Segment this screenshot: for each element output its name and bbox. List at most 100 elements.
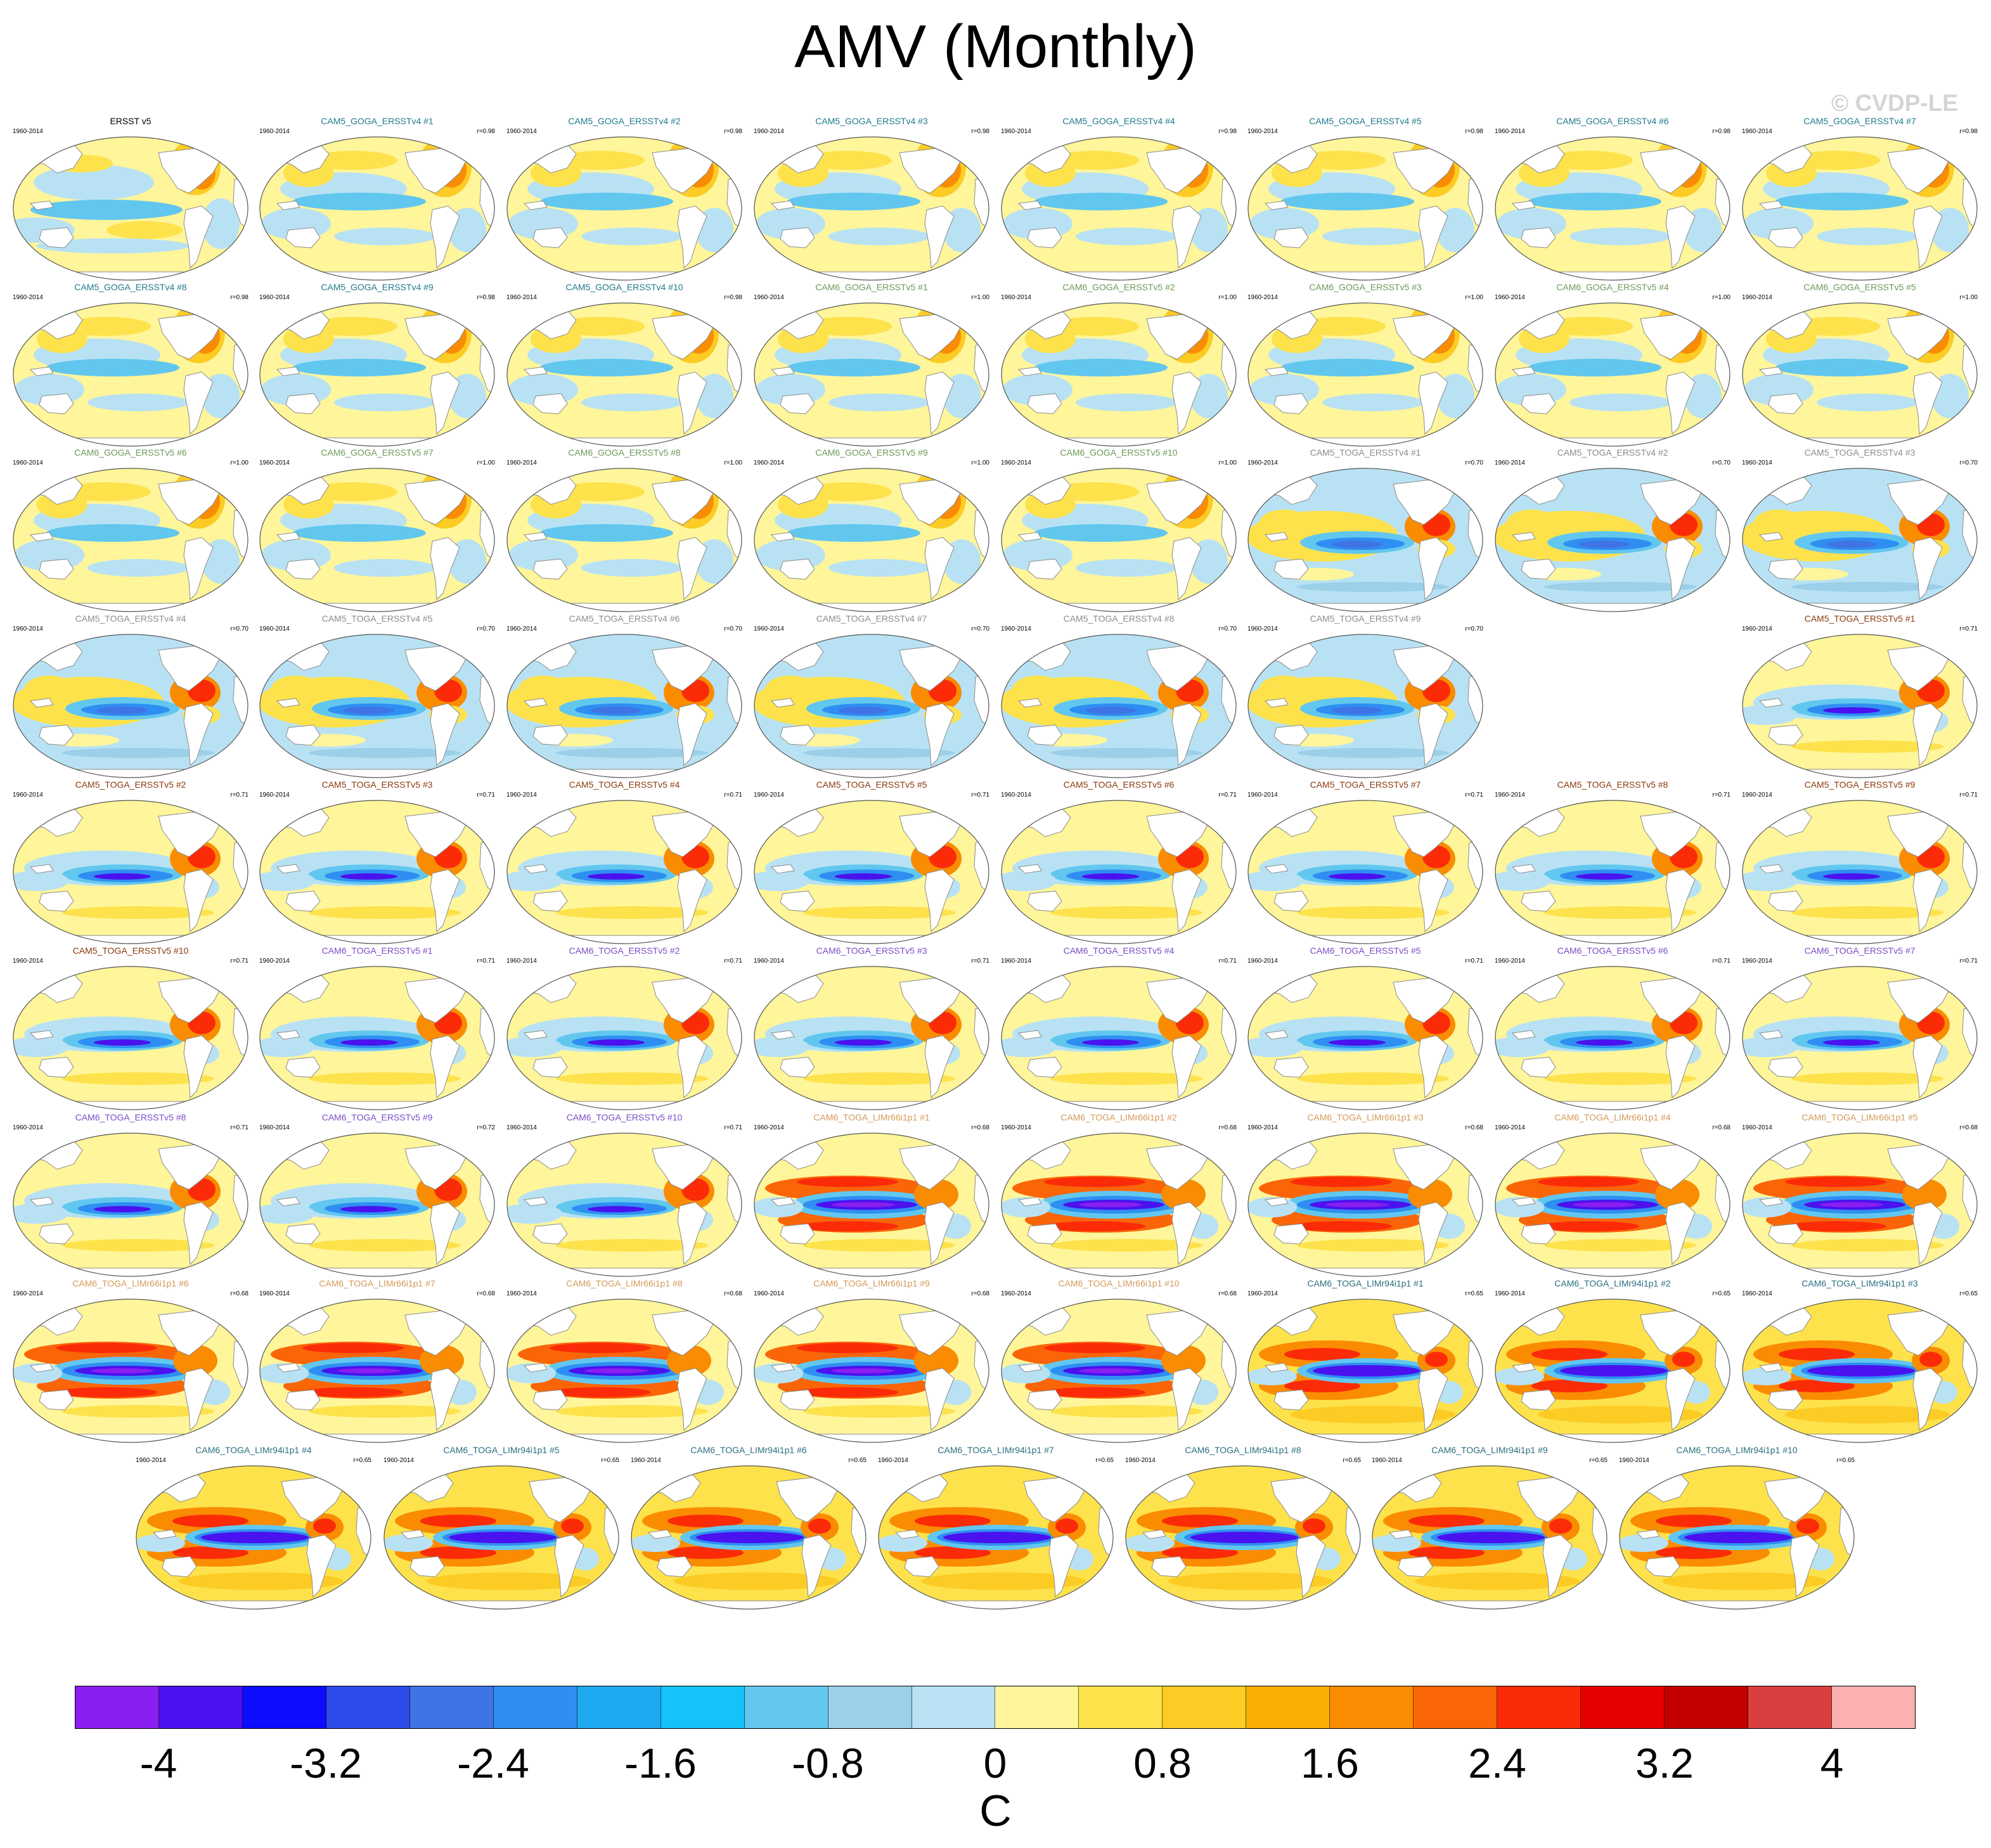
colorbar-swatch: [912, 1686, 996, 1728]
panel-title: CAM5_GOGA_ERSSTv4 #1: [321, 116, 434, 126]
panel-correlation: r=0.68: [724, 1290, 742, 1297]
map-panel: CAM6_TOGA_ERSSTv5 #4 1960-2014 r=0.71: [1000, 946, 1238, 1112]
panel-title: CAM6_TOGA_LIMr94i1p1 #2: [1554, 1278, 1671, 1288]
map-panel: CAM5_TOGA_ERSSTv4 #8 1960-2014 r=0.70: [1000, 613, 1238, 780]
panel-period: 1960-2014: [1247, 294, 1278, 301]
panel-title: CAM5_TOGA_ERSSTv5 #1: [1804, 613, 1916, 624]
panel-correlation: r=0.68: [971, 1290, 989, 1297]
colorbar-swatch: [1079, 1686, 1163, 1728]
panel-title: CAM5_TOGA_ERSSTv4 #5: [321, 613, 433, 624]
panel-period: 1960-2014: [1001, 1124, 1031, 1131]
map-globe: [1247, 800, 1483, 944]
panel-title: CAM6_TOGA_LIMr66i1p1 #7: [319, 1278, 435, 1288]
panel-title: CAM5_GOGA_ERSSTv4 #3: [815, 116, 928, 126]
panel-title: CAM5_GOGA_ERSSTv4 #2: [568, 116, 681, 126]
panel-period: 1960-2014: [1495, 459, 1525, 466]
panel-correlation: r=0.65: [1095, 1457, 1114, 1464]
map-panel: CAM5_TOGA_ERSSTv4 #3 1960-2014 r=0.70: [1741, 447, 1979, 613]
panel-title: CAM6_GOGA_ERSSTv5 #10: [1060, 447, 1178, 458]
panel-title: CAM5_TOGA_ERSSTv5 #7: [1310, 780, 1421, 790]
map-globe: [1742, 468, 1978, 612]
map-globe: [754, 966, 989, 1110]
map-globe: [13, 800, 248, 944]
panel-title: CAM6_TOGA_ERSSTv5 #9: [321, 1112, 433, 1122]
colorbar-tick: 1.6: [1301, 1740, 1359, 1787]
panel-period: 1960-2014: [1001, 1290, 1031, 1297]
colorbar-swatch: [409, 1686, 494, 1728]
map-panel: CAM5_GOGA_ERSSTv4 #3 1960-2014 r=0.98: [752, 116, 991, 282]
panel-title: CAM5_TOGA_ERSSTv4 #2: [1557, 447, 1668, 458]
map-globe: [1495, 800, 1730, 944]
panel-correlation: r=0.71: [971, 958, 989, 965]
panel-correlation: r=0.98: [230, 294, 248, 301]
panel-correlation: r=0.71: [230, 958, 248, 965]
colorbar-swatch: [1748, 1686, 1833, 1728]
panel-title: CAM6_GOGA_ERSSTv5 #1: [815, 282, 928, 292]
panel-correlation: r=0.68: [477, 1290, 495, 1297]
panel-title: CAM6_TOGA_LIMr94i1p1 #7: [938, 1445, 1054, 1455]
panel-period: 1960-2014: [383, 1457, 414, 1464]
map-panel: CAM6_TOGA_ERSSTv5 #7 1960-2014 r=0.71: [1741, 946, 1979, 1112]
map-globe: [383, 1465, 619, 1610]
panel-correlation: r=0.68: [1218, 1124, 1237, 1131]
map-panel: CAM6_TOGA_ERSSTv5 #3 1960-2014 r=0.71: [752, 946, 991, 1112]
map-panel: CAM6_TOGA_ERSSTv5 #1 1960-2014 r=0.71: [258, 946, 496, 1112]
panel-title: CAM6_TOGA_LIMr94i1p1 #8: [1185, 1445, 1301, 1455]
panel-period: 1960-2014: [13, 792, 43, 799]
panel-title: CAM6_GOGA_ERSSTv5 #5: [1803, 282, 1916, 292]
colorbar-tick: -4: [139, 1740, 177, 1787]
colorbar-swatch: [1665, 1686, 1749, 1728]
panel-title: CAM6_TOGA_LIMr66i1p1 #8: [566, 1278, 683, 1288]
map-globe: [878, 1465, 1114, 1610]
panel-title: CAM6_TOGA_LIMr66i1p1 #6: [72, 1278, 189, 1288]
map-globe: [259, 800, 495, 944]
panel-period: 1960-2014: [1247, 792, 1278, 799]
panel-period: 1960-2014: [1125, 1457, 1156, 1464]
panel-title: CAM6_TOGA_LIMr66i1p1 #4: [1554, 1112, 1671, 1122]
panel-correlation: r=0.70: [1465, 626, 1483, 632]
panel-correlation: r=0.98: [477, 294, 495, 301]
panel-period: 1960-2014: [506, 626, 537, 632]
panel-period: 1960-2014: [1495, 958, 1525, 965]
map-panel: CAM5_TOGA_ERSSTv4 #7 1960-2014 r=0.70: [752, 613, 991, 780]
panel-period: 1960-2014: [1001, 626, 1031, 632]
panel-correlation: r=0.70: [1712, 459, 1730, 466]
panel-correlation: r=0.68: [230, 1290, 248, 1297]
panel-title: CAM5_GOGA_ERSSTv4 #9: [321, 282, 434, 292]
map-panel: CAM5_TOGA_ERSSTv5 #6 1960-2014 r=0.71: [1000, 780, 1238, 946]
map-globe: [1495, 468, 1730, 612]
panel-title: CAM6_TOGA_ERSSTv5 #4: [1063, 946, 1175, 956]
panel-period: 1960-2014: [506, 294, 537, 301]
map-panel: CAM6_GOGA_ERSSTv5 #7 1960-2014 r=1.00: [258, 447, 496, 613]
panel-title: CAM6_TOGA_LIMr94i1p1 #4: [195, 1445, 312, 1455]
map-globe: [1495, 302, 1730, 447]
panel-correlation: r=0.70: [477, 626, 495, 632]
panel-title: CAM6_TOGA_LIMr94i1p1 #1: [1307, 1278, 1424, 1288]
map-globe: [506, 136, 742, 281]
map-globe: [1742, 800, 1978, 944]
panel-correlation: r=0.71: [477, 792, 495, 799]
colorbar-swatch: [744, 1686, 828, 1728]
panel-correlation: r=1.00: [971, 459, 989, 466]
panel-title: CAM6_GOGA_ERSSTv5 #6: [74, 447, 187, 458]
map-panel: CAM5_GOGA_ERSSTv4 #10 1960-2014 r=0.98: [505, 282, 744, 448]
watermark: © CVDP-LE: [1831, 90, 1958, 116]
panel-period: 1960-2014: [1742, 294, 1772, 301]
map-globe: [259, 136, 495, 281]
map-globe: [754, 634, 989, 778]
panel-title: CAM5_TOGA_ERSSTv4 #6: [569, 613, 680, 624]
panel-period: 1960-2014: [1495, 1290, 1525, 1297]
map-panel: CAM6_TOGA_LIMr94i1p1 #9 1960-2014 r=0.65: [1370, 1445, 1609, 1611]
panel-period: 1960-2014: [1372, 1457, 1402, 1464]
panel-period: 1960-2014: [1247, 958, 1278, 965]
panel-correlation: r=0.71: [1218, 958, 1237, 965]
map-panel: CAM5_TOGA_ERSSTv5 #2 1960-2014 r=0.71: [11, 780, 250, 946]
panel-title: CAM5_TOGA_ERSSTv5 #5: [816, 780, 927, 790]
map-panel: CAM6_TOGA_LIMr66i1p1 #4 1960-2014 r=0.68: [1493, 1112, 1732, 1278]
panel-correlation: r=0.71: [230, 1124, 248, 1131]
map-panel: CAM6_GOGA_ERSSTv5 #10 1960-2014 r=1.00: [1000, 447, 1238, 613]
map-globe: [1495, 1133, 1730, 1277]
map-globe: [1001, 1133, 1237, 1277]
map-panel: CAM5_GOGA_ERSSTv4 #4 1960-2014 r=0.98: [1000, 116, 1238, 282]
panel-period: 1960-2014: [13, 1124, 43, 1131]
